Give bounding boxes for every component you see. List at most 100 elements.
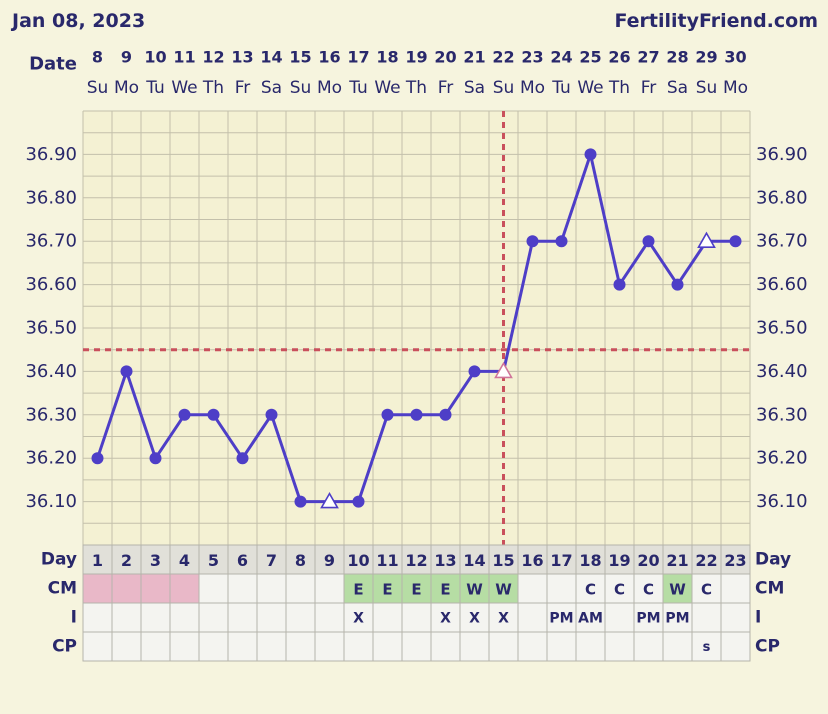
cp-cell [256, 631, 287, 662]
y-tick-label-right: 36.50 [756, 318, 808, 339]
weekday-label: Tu [551, 78, 571, 98]
cycle-day-value: 14 [463, 551, 485, 570]
cycle-day-value: 6 [237, 551, 248, 570]
temperature-point [265, 408, 278, 421]
y-tick-label-right: 36.70 [756, 231, 808, 252]
temperature-point-open-triangle [494, 361, 513, 379]
temperature-point [294, 495, 307, 508]
date-label: 15 [289, 48, 311, 67]
cycle-day-value: 11 [376, 551, 398, 570]
cycle-day-cell [604, 544, 635, 575]
cp-cell [488, 631, 519, 662]
y-tick-label-right: 36.40 [756, 361, 808, 382]
row-label-cm-left: CM [48, 579, 77, 599]
intercourse-cell [82, 602, 113, 633]
date-label: 12 [202, 48, 224, 67]
y-tick-label-left: 36.60 [25, 274, 77, 295]
intercourse-value: X [498, 611, 509, 627]
cm-value: E [440, 581, 450, 599]
temperature-point [613, 278, 626, 291]
cycle-day-value: 20 [637, 551, 659, 570]
temperature-point [207, 408, 220, 421]
cm-value: C [585, 581, 596, 599]
intercourse-cell [343, 602, 374, 633]
cycle-day-value: 23 [724, 551, 746, 570]
intercourse-cell [314, 602, 345, 633]
date-label: 11 [173, 48, 195, 67]
cm-cell [633, 573, 664, 604]
weekday-label: Mo [520, 78, 545, 98]
weekday-label: Fr [438, 78, 454, 98]
cycle-day-value: 19 [608, 551, 630, 570]
row-label-day-left: Day [41, 550, 77, 570]
temperature-point [526, 235, 539, 248]
intercourse-cell [604, 602, 635, 633]
intercourse-cell [401, 602, 432, 633]
intercourse-cell [459, 602, 490, 633]
observation-table: 1 2 3 4 5 6 7 8 9 10 11 12 13 14 15 16 17 18 19 20 21 22 23E E E… [82, 544, 751, 662]
temperature-point [555, 235, 568, 248]
y-tick-label-right: 36.90 [756, 144, 808, 165]
date-row-label: Date [29, 54, 77, 75]
intercourse-cell [169, 602, 200, 633]
temperature-point [120, 365, 133, 378]
y-tick-label-right: 36.60 [756, 274, 808, 295]
cycle-day-value: 8 [295, 551, 306, 570]
intercourse-cell [720, 602, 751, 633]
y-tick-label-left: 36.80 [25, 187, 77, 208]
date-label: 9 [121, 48, 132, 67]
date-label: 18 [376, 48, 398, 67]
row-labels: Day Day CM CM I I CP CP [41, 550, 791, 657]
cycle-day-value: 10 [347, 551, 369, 570]
cp-value: s [703, 640, 711, 655]
y-axis-right: 36.90 36.80 36.70 36.60 36.50 36.40 36.30 36.20… [756, 144, 808, 512]
cm-value: W [669, 581, 686, 599]
intercourse-value: PM [549, 611, 573, 627]
cp-cell [517, 631, 548, 662]
intercourse-cell [111, 602, 142, 633]
intercourse-cell [198, 602, 229, 633]
temperature-point [410, 408, 423, 421]
cycle-day-value: 5 [208, 551, 219, 570]
cycle-day-cell [459, 544, 490, 575]
cm-cell [314, 573, 345, 604]
date-label: 30 [724, 48, 746, 67]
temperature-point [671, 278, 684, 291]
cm-value: E [353, 581, 363, 599]
y-tick-label-left: 36.10 [25, 491, 77, 512]
cp-cell [285, 631, 316, 662]
cm-value: C [643, 581, 654, 599]
weekday-label: Sa [667, 78, 688, 98]
date-label: 16 [318, 48, 340, 67]
cycle-day-cell [343, 544, 374, 575]
cp-cell [575, 631, 606, 662]
cycle-day-cell [227, 544, 258, 575]
cm-cell [430, 573, 461, 604]
date-label: 14 [260, 48, 282, 67]
cp-cell [227, 631, 258, 662]
cycle-day-value: 12 [405, 551, 427, 570]
cp-cell [111, 631, 142, 662]
intercourse-value: X [353, 611, 364, 627]
date-label: 8 [92, 48, 103, 67]
cycle-day-value: 16 [521, 551, 543, 570]
cm-cell [691, 573, 722, 604]
intercourse-cell [430, 602, 461, 633]
weekday-label: Su [493, 78, 515, 98]
cm-cell [169, 573, 200, 604]
weekday-label: Tu [348, 78, 368, 98]
y-tick-label-right: 36.20 [756, 448, 808, 469]
plot-grid [82, 110, 751, 546]
date-label: 19 [405, 48, 427, 67]
date-row: 8 9 10 11 12 13 14 15 16 17 18 19 20 21 22 23 24 25 26 27 28… [92, 48, 747, 67]
weekday-label: Fr [641, 78, 657, 98]
cp-cell [604, 631, 635, 662]
cm-value: W [466, 581, 483, 599]
y-tick-label-right: 36.80 [756, 187, 808, 208]
y-tick-label-right: 36.30 [756, 404, 808, 425]
cycle-day-cell [198, 544, 229, 575]
cp-cell [198, 631, 229, 662]
row-label-day-right: Day [755, 550, 791, 570]
weekday-label: We [374, 78, 400, 98]
